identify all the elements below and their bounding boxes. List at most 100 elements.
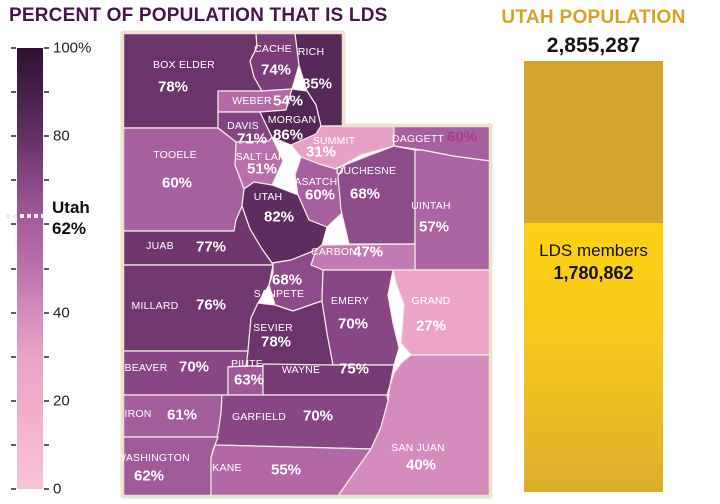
population-bar: LDS members 1,780,862 [524,61,663,492]
county-value-label: 54% [272,92,304,110]
county-name-label: CARBON [310,246,358,258]
county-value-label: 68% [271,271,303,289]
population-total: 2,855,287 [546,34,641,57]
county-name-label: BOX ELDER [153,59,215,71]
county-shape-wasatch [294,156,346,228]
county-value-label: 61% [166,406,198,424]
county-name-label: UTAH [253,191,283,203]
county-name-label: IRON [124,408,152,420]
legend-tick-label: 20 [53,392,70,410]
county-value-label: 47% [352,243,384,261]
county-name-label: WASATCH [284,176,338,188]
county-value-label: 55% [270,461,302,479]
county-value-label: 60% [161,174,193,192]
county-name-label: UINTAH [411,200,451,212]
county-shape-washington [122,436,219,497]
utah-average-label: Utah [52,197,90,217]
county-name-label: GRAND [411,295,451,307]
legend-tick [44,399,49,402]
state-outline [121,31,492,498]
county-value-label: 78% [260,333,292,351]
county-name-label: SANPETE [253,288,305,300]
county-value-label: 31% [305,143,337,161]
legend-tick [44,47,49,49]
county-value-label: 75% [338,360,370,378]
legend-tick [44,443,49,446]
county-name-label: SAN JUAN [391,442,445,454]
county-value-label: 74% [260,61,292,79]
county-name-label: GARFIELD [231,411,287,423]
lds-members-value: 1,780,862 [553,263,634,283]
legend-tick [44,179,49,182]
county-name-label: MILLARD [131,300,179,312]
county-name-label: PIUTE [231,358,263,370]
legend-tick [11,179,16,182]
legend-gradient-bar [17,48,43,489]
legend-tick [44,311,49,314]
county-shape-grand [392,269,491,356]
county-name-label: SEVIER [253,322,293,334]
legend-tick [44,267,49,270]
county-name-label: JUAB [146,240,174,252]
legend-tick [11,355,16,358]
population-title: UTAH POPULATION [501,7,686,28]
legend-tick [44,135,49,138]
legend-tick [11,488,16,490]
county-value-label: 70% [178,358,210,376]
utah-county-map: BOX ELDER 78% CACHE 74% RICH 85% WEBER 54% DAVIS… [116,30,493,499]
county-value-label: 85% [301,75,333,93]
county-value-label: 57% [418,218,450,236]
legend-tick [11,443,16,446]
legend-tick-label: 100% [53,39,92,57]
county-name-label: EMERY [330,295,370,307]
legend-tick-label: 0 [53,480,62,498]
county-map-svg [120,30,493,499]
legend-tick [11,311,16,314]
utah-average-value: 62% [52,218,87,238]
county-value-label: 77% [195,238,227,256]
legend-tick [11,267,16,270]
legend-tick [44,91,49,94]
county-name-label: WASHINGTON [116,452,190,464]
legend-tick [11,399,16,402]
county-value-label: 62% [133,467,165,485]
county-name-label: WAYNE [281,364,321,376]
county-name-label: RICH [297,46,325,58]
county-name-label: TOOELE [153,149,197,161]
county-name-label: DAGGETT [391,133,445,145]
county-name-label: DAVIS [227,120,259,132]
county-value-label: 82% [263,208,295,226]
legend-tick [44,488,49,490]
legend-tick-label: 80 [53,127,70,145]
county-value-label: 40% [405,456,437,474]
county-value-label: 71% [236,130,268,148]
page-title: PERCENT OF POPULATION THAT IS LDS [9,5,388,26]
county-value-label: 70% [302,407,334,425]
legend-tick [11,135,16,138]
county-value-label: 86% [272,126,304,144]
county-value-label: 63% [233,371,265,389]
county-value-label: 27% [415,317,447,335]
legend-tick [11,47,16,49]
county-value-label: 51% [246,160,278,178]
county-name-label: SALT LAKE [235,151,293,163]
county-value-label: 60% [446,128,478,146]
county-shape-morgan [259,88,322,146]
county-name-label: KANE [212,462,242,474]
county-value-label: 70% [337,315,369,333]
county-name-label: BEAVER [124,362,168,374]
legend-tick [44,223,49,226]
county-name-label: CACHE [254,43,292,55]
nonmember-segment [524,61,663,223]
county-value-label: 68% [349,185,381,203]
county-name-label: WEBER [232,95,272,107]
utah-average-marker-line [6,213,44,218]
legend-tick [11,91,16,94]
legend-tick [44,355,49,358]
county-value-label: 78% [157,78,189,96]
county-name-label: DUCHESNE [335,165,397,177]
lds-members-label: LDS members [539,241,648,260]
county-value-label: 76% [195,296,227,314]
county-shape-emery [321,269,400,366]
